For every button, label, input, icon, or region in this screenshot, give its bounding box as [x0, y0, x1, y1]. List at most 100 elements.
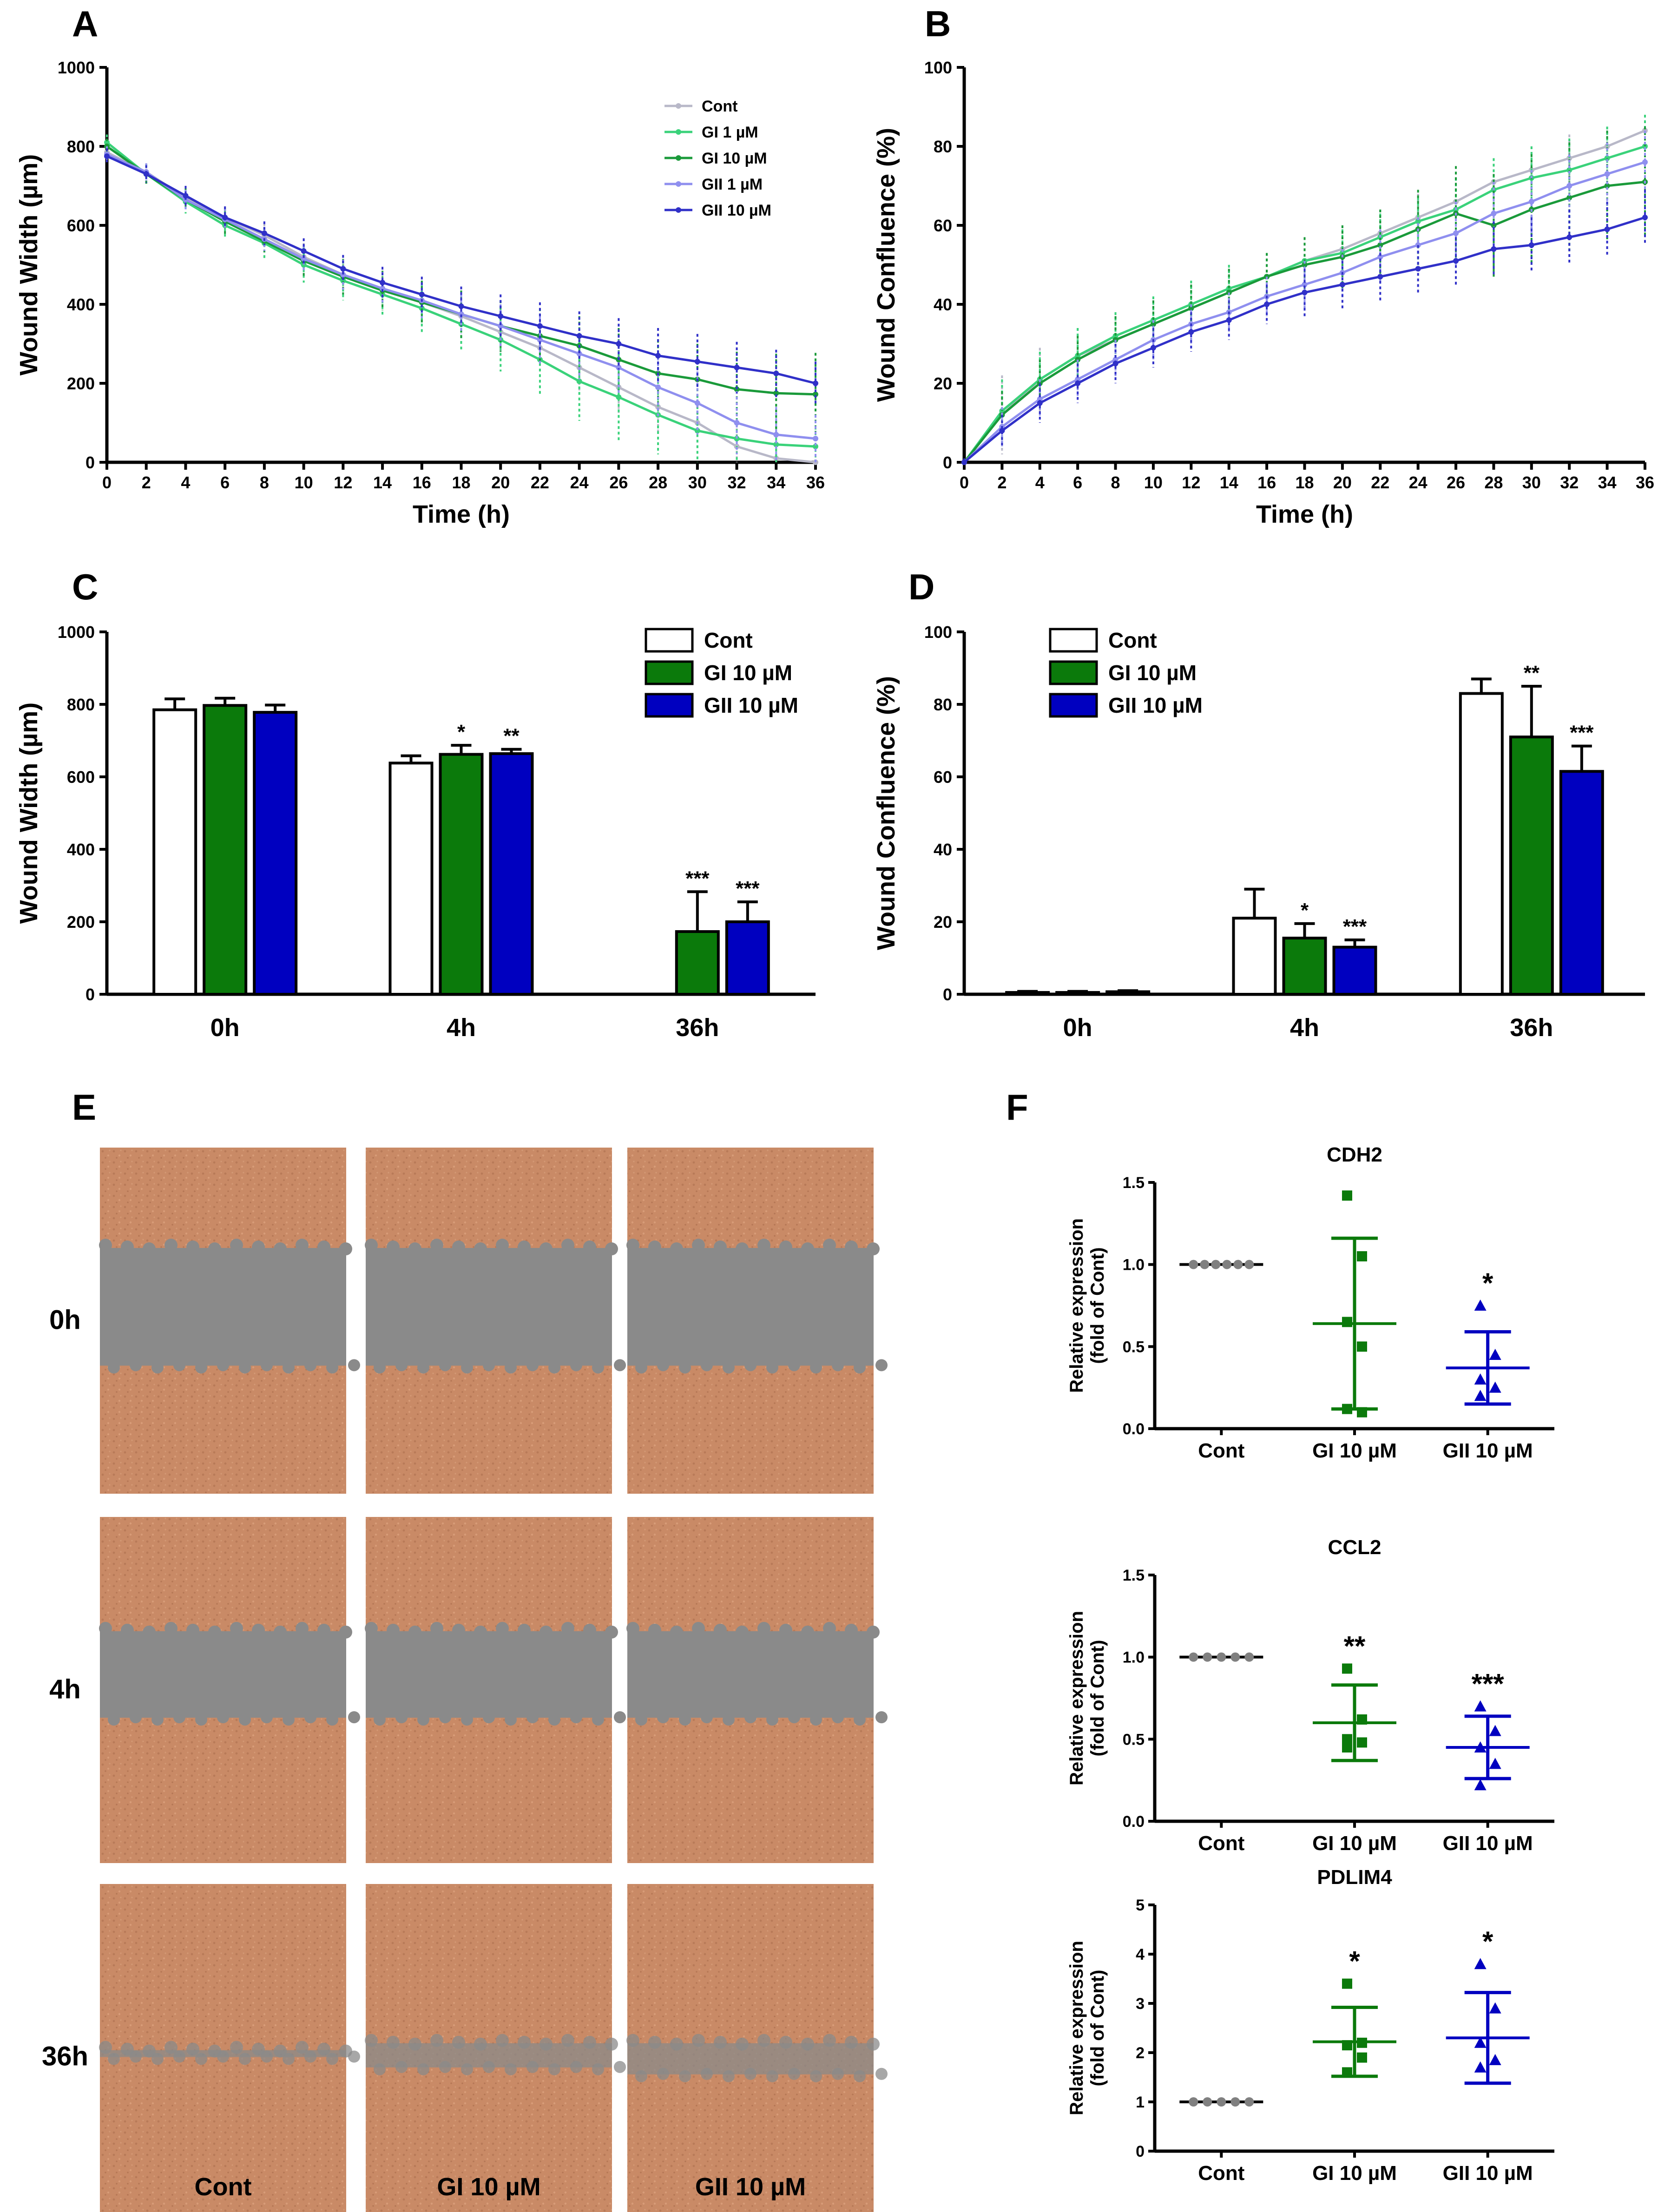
- bar: [1332, 945, 1377, 996]
- y-tick-label: 0: [86, 453, 95, 472]
- data-point: [1342, 1190, 1352, 1201]
- legend-swatch: [645, 693, 694, 718]
- wound-edge: [365, 2034, 378, 2047]
- wound-edge: [605, 1625, 618, 1639]
- data-point: [1342, 1978, 1352, 1989]
- wound-edge: [701, 1359, 713, 1372]
- data-point: [1474, 1741, 1487, 1753]
- data-point: [1474, 1958, 1487, 1969]
- bar: [1105, 990, 1151, 996]
- y-axis-title: Wound Width (µm): [15, 702, 43, 924]
- legend-label: GI 10 µM: [702, 150, 767, 167]
- significance-label: *: [1482, 1267, 1493, 1299]
- data-point: [1339, 250, 1345, 256]
- wound-edge: [505, 1713, 517, 1726]
- data-point: [1566, 183, 1572, 189]
- x-tick-label: 4: [1035, 473, 1045, 492]
- x-tick-label: 14: [373, 473, 392, 492]
- category-label: 4h: [447, 1014, 476, 1042]
- wound-edge: [252, 1623, 265, 1637]
- x-tick-label: 36: [1636, 473, 1654, 492]
- data-point: [1491, 223, 1497, 228]
- wound-edge: [474, 1242, 487, 1256]
- data-point: [1377, 254, 1383, 260]
- data-point: [537, 323, 543, 329]
- wound-edge: [99, 1239, 112, 1252]
- wound-edge: [670, 1242, 683, 1256]
- legend-swatch: [1049, 660, 1098, 685]
- wound-edge: [526, 1359, 539, 1372]
- wound-edge: [461, 2063, 473, 2075]
- wound-edge: [408, 1242, 421, 1256]
- y-tick-label: 600: [67, 216, 95, 235]
- y-tick-label: 100: [924, 623, 952, 642]
- wound-edge: [867, 2037, 880, 2051]
- wound-edge: [605, 2037, 618, 2051]
- wound-edge: [283, 1713, 295, 1726]
- wound-edge: [395, 1359, 408, 1372]
- y-tick-label: 0: [1136, 2143, 1145, 2160]
- data-point: [1226, 317, 1232, 323]
- wound-edge: [657, 2068, 669, 2080]
- chart-f-cdh2-scatter: CDH2 0.0 0.5 1.0 1.5 Relative expression (fold…: [1066, 1143, 1554, 1462]
- wound-edge: [326, 1361, 338, 1374]
- category-label: 4h: [1290, 1014, 1319, 1042]
- data-point: [1491, 210, 1497, 217]
- wound-edge: [583, 2035, 596, 2049]
- significance-label: ***: [1472, 1668, 1505, 1700]
- data-point: [380, 286, 386, 291]
- data-point: [301, 262, 307, 268]
- wound-edge: [823, 1239, 836, 1252]
- data-point: [340, 266, 346, 272]
- data-point: [1357, 1714, 1367, 1725]
- x-tick-label: 10: [295, 473, 313, 492]
- wound-gap: [627, 1248, 874, 1366]
- wound-edge: [854, 1713, 866, 1726]
- data-point: [104, 153, 110, 159]
- data-point: [340, 278, 346, 283]
- wound-edge: [230, 2041, 243, 2054]
- y-axis-title: Relative expression: [1066, 1941, 1087, 2115]
- y-tick-label: 1: [1136, 2094, 1145, 2111]
- data-point: [1474, 1373, 1487, 1385]
- x-tick-label: 0: [960, 473, 969, 492]
- category-label: GII 10 µM: [1443, 2162, 1533, 2185]
- wound-edge: [195, 1361, 207, 1374]
- legend-label: Cont: [704, 628, 753, 652]
- wound-edge: [845, 1241, 858, 1254]
- wound-edge: [130, 1711, 142, 1724]
- x-tick-label: 8: [260, 473, 269, 492]
- legend-marker: [676, 129, 681, 135]
- wound-edge: [143, 2044, 156, 2058]
- wound-edge: [252, 2042, 265, 2056]
- y-tick-label: 200: [67, 912, 95, 932]
- x-axis-title: Time (h): [413, 500, 510, 528]
- data-point: [301, 256, 307, 262]
- wound-edge: [518, 1623, 531, 1637]
- significance-label: **: [1344, 1630, 1366, 1661]
- wound-edge: [261, 1359, 273, 1372]
- data-point: [537, 337, 543, 343]
- significance-label: **: [1524, 662, 1540, 684]
- category-label: GII 10 µM: [1443, 1832, 1533, 1855]
- y-tick-label: 400: [67, 840, 95, 859]
- data-point: [1244, 1260, 1254, 1269]
- wound-edge: [788, 1711, 800, 1724]
- wound-edge: [714, 2035, 727, 2049]
- data-point: [1222, 1260, 1232, 1269]
- x-tick-label: 0: [102, 473, 112, 492]
- data-point: [1528, 242, 1534, 248]
- bar: [1459, 692, 1504, 996]
- x-tick-label: 26: [1447, 473, 1465, 492]
- data-point: [694, 400, 700, 406]
- wound-edge: [757, 1621, 770, 1635]
- y-axis-title: Wound Confluence (%): [872, 128, 900, 402]
- wound-edge: [283, 2053, 295, 2065]
- wound-edge: [417, 1713, 429, 1726]
- data-point: [1474, 1300, 1487, 1311]
- legend-swatch: [645, 660, 694, 685]
- wound-edge: [592, 1713, 604, 1726]
- data-point: [1342, 1317, 1352, 1327]
- bar: [675, 930, 720, 996]
